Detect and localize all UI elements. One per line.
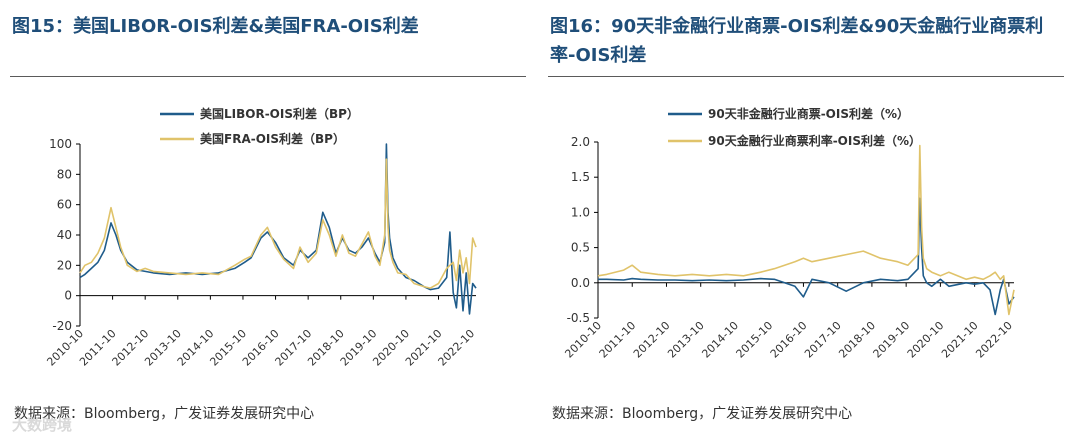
legend-label-1: 美国LIBOR-OIS利差（BP） (200, 106, 359, 121)
x-tick-label: 2018-10 (836, 319, 878, 361)
figure-15-title-rule (10, 76, 526, 77)
x-tick-label: 2013-10 (665, 319, 707, 361)
figure-15-source-prefix: 数据来源： (14, 406, 84, 422)
legend-label-2: 90天金融行业商票利率-OIS利差（%） (708, 133, 921, 148)
y-tick-label: -0.5 (567, 311, 590, 325)
figure-15-source: 数据来源：Bloomberg，广发证券发展研究中心 (14, 403, 314, 423)
series-line-1 (598, 197, 1015, 316)
x-tick-label: 2016-10 (768, 319, 810, 361)
x-tick-label: 2014-10 (699, 319, 741, 361)
y-tick-label: -20 (52, 319, 72, 333)
x-tick-label: 2010-10 (562, 319, 604, 361)
y-tick-label: 0.0 (571, 276, 590, 290)
figure-16-label: 图16： (550, 16, 612, 37)
x-tick-label: 2020-10 (905, 319, 947, 361)
figure-15-label: 图15： (12, 16, 74, 37)
y-tick-label: 0 (64, 289, 72, 303)
series-line-1 (79, 143, 477, 315)
figure-15-source-name: Bloomberg (84, 406, 161, 422)
y-tick-label: 1.5 (571, 170, 590, 184)
x-tick-label: 2022-10 (436, 327, 478, 369)
x-tick-label: 2022-10 (973, 319, 1015, 361)
y-tick-label: 80 (57, 167, 72, 181)
figure-16-source-prefix: 数据来源： (552, 406, 622, 422)
figure-15-panel: 图15：美国LIBOR-OIS利差&美国FRA-OIS利差 100 80 60 40 2… (10, 0, 526, 437)
figure-16-source: 数据来源：Bloomberg，广发证券发展研究中心 (552, 403, 852, 423)
figure-16-title: 图16：90天非金融行业商票-OIS利差&90天金融行业商票利率-OIS利差 (550, 12, 1060, 70)
x-tick-label: 2021-10 (939, 319, 981, 361)
x-tick-label: 2015-10 (734, 319, 776, 361)
watermark: 大数跨境 (12, 416, 73, 434)
x-tick-label: 2019-10 (871, 319, 913, 361)
y-tick-label: 1.0 (571, 205, 590, 219)
y-tick-label: 0.5 (571, 241, 590, 255)
figure-16-title-rule (548, 76, 1064, 77)
series-line-2 (79, 158, 477, 289)
x-tick-label: 2017-10 (802, 319, 844, 361)
series-line-2 (597, 144, 1015, 316)
figure-15-title: 图15：美国LIBOR-OIS利差&美国FRA-OIS利差 (12, 12, 522, 41)
figure-15-chart: 100806040200-202010-102011-102012-102013… (44, 106, 478, 369)
figure-16-source-name: Bloomberg (622, 406, 699, 422)
legend-label-1: 90天非金融行业商票-OIS利差（%） (708, 106, 909, 121)
figure-15-title-text: 美国LIBOR-OIS利差&美国FRA-OIS利差 (73, 16, 419, 37)
figure-16-chart: 2.0 1.5 1.0 0.5 0.0 -0.52010-102011-102012-10… (562, 106, 1015, 361)
y-tick-label: 100 (49, 137, 72, 151)
figure-16-source-suffix: ，广发证券发展研究中心 (698, 406, 853, 422)
y-tick-label: 20 (57, 258, 72, 272)
figure-16-panel: 图16：90天非金融行业商票-OIS利差&90天金融行业商票利率-OIS利差 2… (548, 0, 1064, 437)
figure-16-title-text: 90天非金融行业商票-OIS利差&90天金融行业商票利率-OIS利差 (550, 16, 1044, 66)
figure-15-source-suffix: ，广发证券发展研究中心 (160, 406, 315, 422)
y-tick-label: 60 (57, 198, 72, 212)
x-tick-label: 2011-10 (597, 319, 639, 361)
y-tick-label: 2.0 (571, 135, 590, 149)
y-tick-label: 40 (57, 228, 72, 242)
x-tick-label: 2012-10 (631, 319, 673, 361)
legend-label-2: 美国FRA-OIS利差（BP） (200, 131, 345, 146)
